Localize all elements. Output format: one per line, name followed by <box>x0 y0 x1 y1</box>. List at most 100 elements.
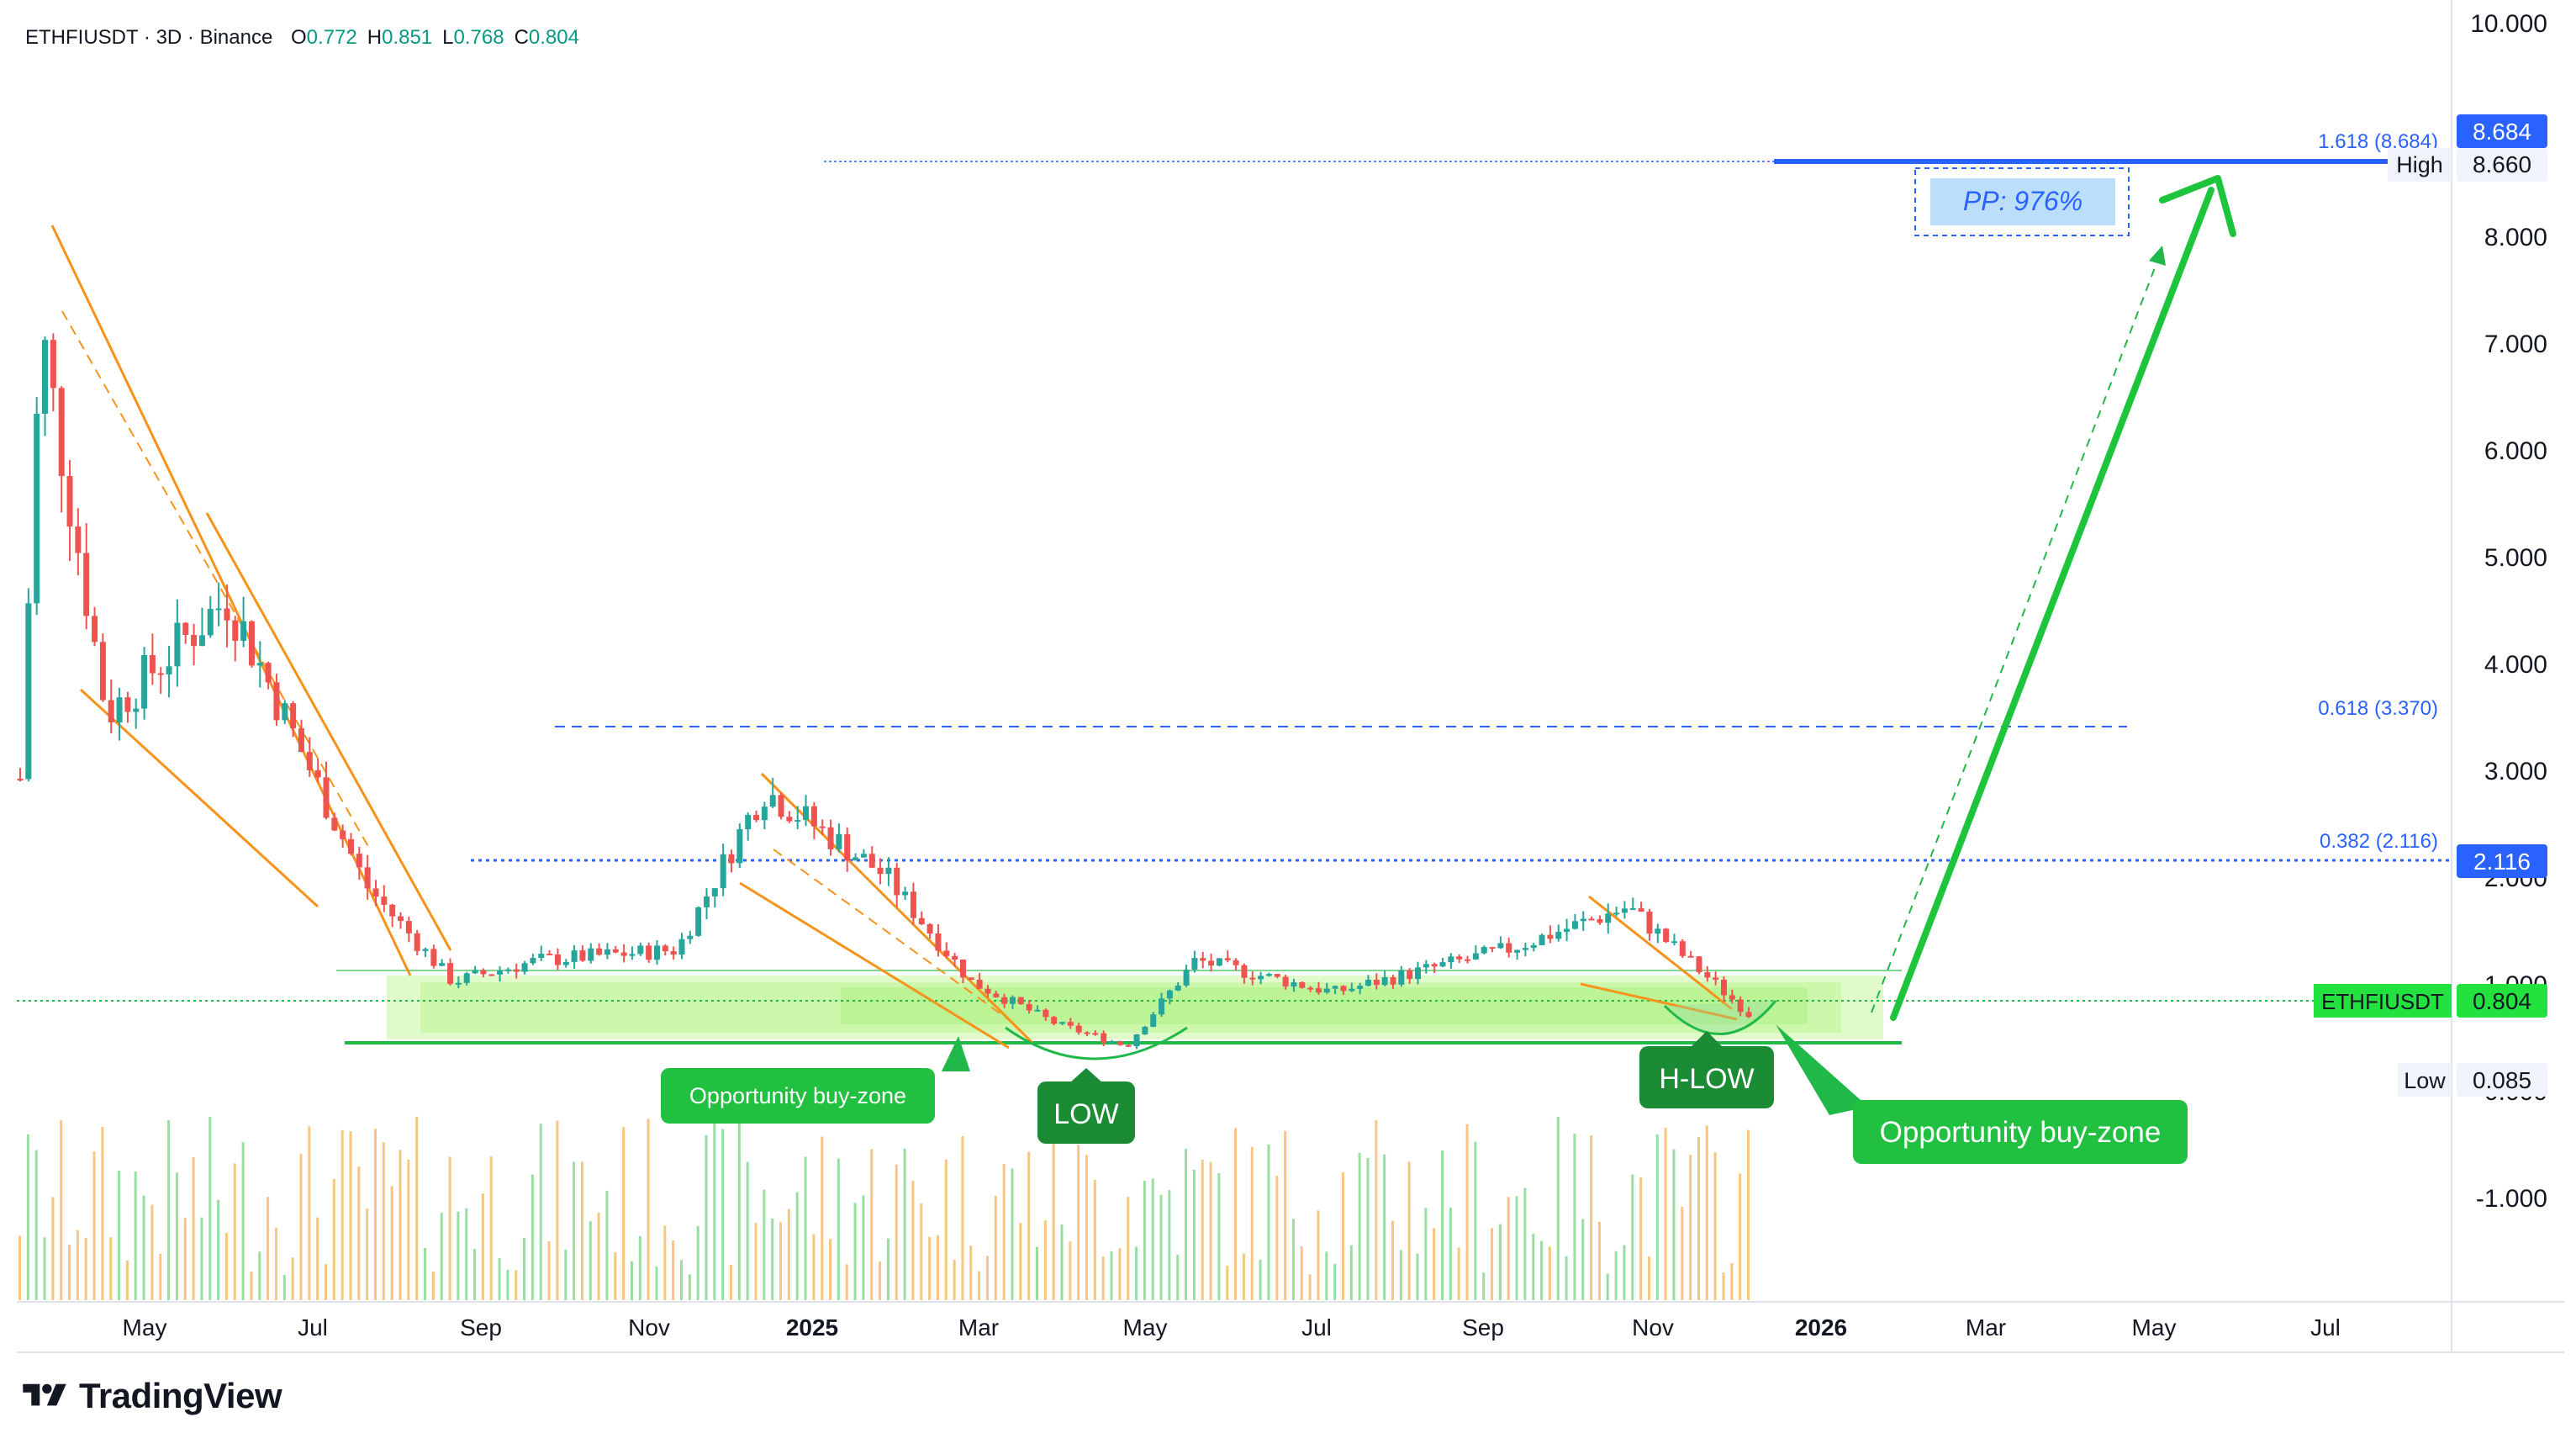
candle-body <box>463 973 470 983</box>
volume-bar <box>1267 1144 1270 1300</box>
volume-bar <box>92 1151 96 1300</box>
y-tick: 7.000 <box>2484 331 2547 358</box>
label-h-low: H-LOW <box>1639 1031 1774 1108</box>
candle-body <box>1208 960 1215 966</box>
volume-bar <box>1035 1246 1038 1300</box>
candle-body <box>108 700 114 723</box>
candle-body <box>1159 998 1165 1015</box>
volume-bar <box>589 1221 592 1300</box>
candle-body <box>646 945 652 960</box>
volume-bar <box>1217 1172 1221 1300</box>
candle-body <box>513 969 520 972</box>
candle-body <box>968 977 974 980</box>
volume-bar <box>1507 1197 1510 1300</box>
volume-bar <box>407 1159 410 1300</box>
candle-body <box>430 949 437 966</box>
volume-bar <box>1275 1176 1279 1300</box>
candle-body <box>75 526 82 553</box>
candle-body <box>248 621 255 666</box>
candle-body <box>497 970 504 975</box>
candle-body <box>637 945 644 955</box>
candle-body <box>1514 949 1521 953</box>
candle-body <box>1166 990 1173 999</box>
x-tick: Mar <box>958 1314 999 1341</box>
volume-bar <box>1705 1125 1708 1300</box>
price-tag-2116: 2.116 <box>2457 844 2547 878</box>
volume-bar <box>366 1208 369 1300</box>
volume-bar <box>1317 1210 1320 1300</box>
candle-body <box>124 697 131 712</box>
candle-body <box>1381 977 1388 986</box>
candle-body <box>1745 1012 1752 1018</box>
candle-body <box>1489 947 1496 949</box>
volume-bar <box>1457 1247 1460 1300</box>
tradingview-brand[interactable]: TradingView <box>18 1376 282 1416</box>
x-tick: 2025 <box>786 1314 838 1341</box>
candle-body <box>976 979 983 989</box>
volume-bar <box>415 1116 419 1300</box>
price-tag-high: High 8.660 <box>2388 148 2547 182</box>
volume-bar <box>1234 1128 1238 1300</box>
candle-body <box>836 833 842 849</box>
volume-bar <box>1399 1250 1402 1300</box>
candle-body <box>1373 980 1380 986</box>
volume-bar <box>1416 1253 1419 1300</box>
volume-bar <box>1176 1255 1180 1300</box>
volume-bar <box>655 1267 658 1300</box>
x-tick: May <box>123 1314 167 1341</box>
volume-bar <box>547 1241 551 1300</box>
price-axis[interactable]: 10.000 8.000 7.000 6.000 5.000 4.000 3.0… <box>2470 10 2547 1213</box>
x-tick: Sep <box>1462 1314 1504 1341</box>
candle-body <box>670 951 677 955</box>
volume-bar <box>1019 1223 1022 1300</box>
volume-bar <box>580 1161 583 1300</box>
volume-bar <box>1523 1187 1527 1300</box>
candle-body <box>728 854 735 864</box>
volume-bar <box>672 1240 675 1300</box>
volume-bar <box>1639 1177 1643 1300</box>
volume-bar <box>324 1264 327 1300</box>
candle-body <box>1026 1004 1032 1011</box>
candle-body <box>1241 965 1248 978</box>
volume-bar <box>1573 1134 1576 1300</box>
volume-bar <box>1201 1160 1204 1300</box>
volume-bar <box>1689 1155 1692 1300</box>
volume-bar <box>399 1150 402 1300</box>
volume-bar <box>829 1239 832 1300</box>
candle-body <box>918 918 925 924</box>
volume-bar <box>1151 1178 1154 1300</box>
volume-bar <box>787 1208 790 1300</box>
candle-body <box>1621 908 1628 913</box>
volume-bar <box>209 1116 212 1300</box>
volume-bar <box>1093 1179 1096 1300</box>
volume-bar <box>51 1197 55 1300</box>
candle-body <box>1349 988 1355 992</box>
volume-bar <box>679 1260 683 1300</box>
volume-bar <box>1515 1196 1518 1300</box>
candle-body <box>860 854 867 858</box>
price-tag-current: ETHFIUSDT 0.804 <box>2314 984 2547 1018</box>
candle-body <box>959 959 966 978</box>
candle-body <box>1472 953 1479 960</box>
volume-bar <box>1441 1150 1444 1300</box>
y-tick: 6.000 <box>2484 437 2547 465</box>
volume-bar <box>1606 1273 1609 1300</box>
volume-bar <box>531 1174 534 1300</box>
candle-body <box>1224 958 1231 960</box>
candle-body <box>1646 912 1653 934</box>
candle-body <box>769 795 776 807</box>
time-axis[interactable]: May Jul Sep Nov 2025 Mar May Jul Sep Nov… <box>123 1314 2341 1341</box>
candle-body <box>1299 982 1306 988</box>
volume-bar <box>390 1186 393 1300</box>
volume-bar <box>1491 1228 1494 1300</box>
volume-bar <box>299 1154 303 1300</box>
candle-body <box>1200 958 1206 961</box>
candle-body <box>926 923 933 934</box>
candle-body <box>612 949 619 953</box>
volume-bar <box>167 1120 171 1300</box>
pp-label: PP: 976% <box>1963 186 2082 216</box>
svg-text:LOW: LOW <box>1053 1098 1118 1130</box>
candle-body <box>1580 918 1586 922</box>
candle-body <box>579 950 586 961</box>
